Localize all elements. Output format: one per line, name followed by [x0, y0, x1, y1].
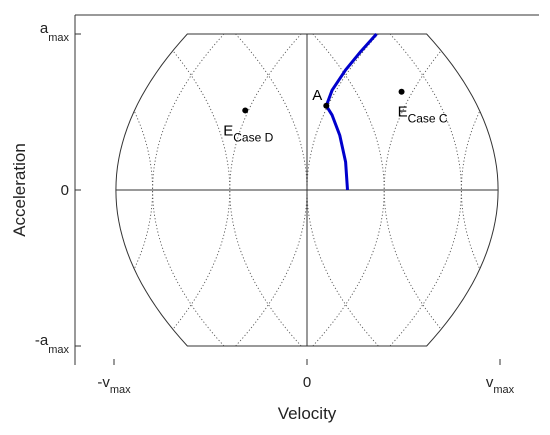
point-marker	[242, 107, 249, 114]
grid-arc	[306, 34, 379, 346]
point-marker	[323, 102, 330, 109]
y-tick-label: 0	[61, 182, 69, 199]
grid-arc	[389, 34, 462, 346]
point-marker	[398, 88, 405, 95]
y-axis-label: Acceleration	[10, 143, 29, 237]
grid-arc	[544, 34, 550, 346]
point-label: ECase D	[223, 122, 273, 144]
grid-arc	[235, 34, 308, 346]
point-label: A	[312, 87, 322, 104]
x-tick-label: -vmax	[97, 374, 131, 396]
y-tick-label: -amax	[35, 332, 70, 356]
grid-arc	[539, 34, 550, 346]
x-tick-label: 0	[303, 374, 311, 391]
series-layer	[324, 32, 378, 191]
x-tick-labels: -vmax 0 vmax	[97, 374, 514, 396]
point-label: ECase C	[398, 104, 448, 126]
grid-arc	[152, 34, 225, 346]
y-tick-label: amax	[40, 20, 70, 44]
trajectory-line	[324, 32, 378, 191]
grid-arc	[383, 34, 456, 346]
x-axis-label: Velocity	[278, 404, 337, 423]
grid-arc	[229, 34, 302, 346]
grid-arc	[312, 34, 385, 346]
tick-marks	[75, 33, 501, 365]
x-tick-label: vmax	[486, 374, 515, 396]
y-tick-labels: amax 0 -amax	[35, 20, 70, 356]
points-layer: A ECase C ECase D	[223, 87, 448, 145]
grid-arc	[158, 34, 231, 346]
